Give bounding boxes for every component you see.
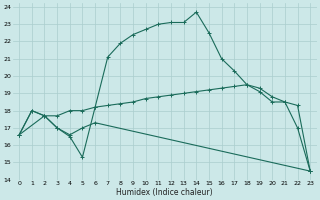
X-axis label: Humidex (Indice chaleur): Humidex (Indice chaleur) [116, 188, 213, 197]
